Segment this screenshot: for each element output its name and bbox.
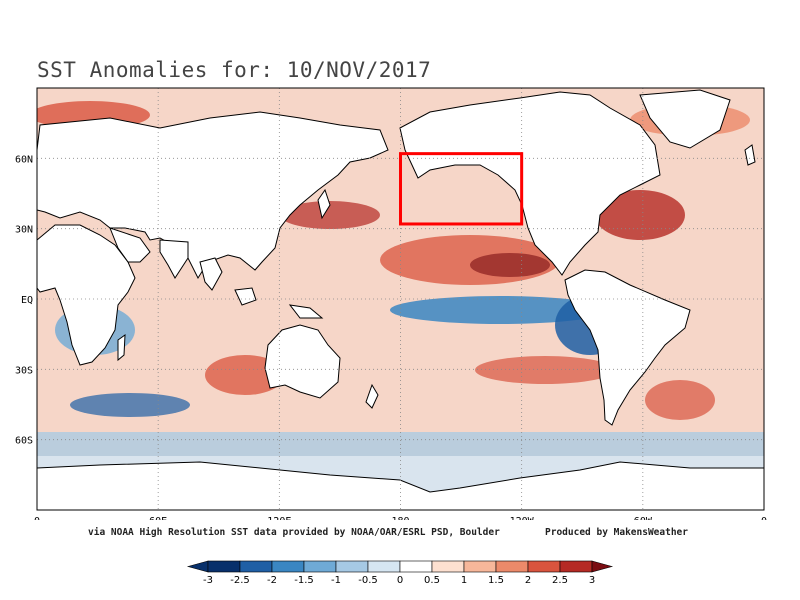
nw-atlantic-warm-patch bbox=[595, 190, 685, 240]
borneo bbox=[234, 287, 257, 306]
colorbar-swatch bbox=[559, 560, 593, 573]
colorbar-swatch bbox=[239, 560, 273, 573]
map-frame bbox=[36, 87, 765, 511]
south-america bbox=[564, 269, 691, 426]
colorbar-tick-label: -0.5 bbox=[358, 575, 378, 586]
arabia bbox=[109, 227, 151, 263]
new-zealand bbox=[365, 383, 379, 409]
colorbar-swatch bbox=[207, 560, 241, 573]
colorbar-swatch bbox=[271, 560, 305, 573]
lon-label: 0 bbox=[34, 516, 40, 520]
lon-label: 120E bbox=[267, 516, 291, 520]
producer-credit: Produced by MakensWeather bbox=[545, 527, 688, 538]
new-guinea bbox=[288, 304, 324, 319]
colorbar-tick-label: -2 bbox=[267, 575, 277, 586]
colorbar-max-arrow bbox=[591, 560, 614, 573]
kuroshio-warm-patch bbox=[280, 201, 380, 229]
colorbar-min-arrow bbox=[186, 560, 209, 573]
colorbar-tick-label: -2.5 bbox=[230, 575, 250, 586]
colorbar-swatch bbox=[527, 560, 561, 573]
north-america bbox=[399, 91, 661, 276]
colorbar-tick-label: 1.5 bbox=[488, 575, 504, 586]
highlight-box bbox=[399, 152, 524, 226]
lat-label: 30N bbox=[15, 225, 33, 236]
southeast-asia bbox=[199, 257, 223, 291]
colorbar-swatch bbox=[463, 560, 497, 573]
lon-label: 120W bbox=[510, 516, 535, 520]
lon-label: 60W bbox=[634, 516, 653, 520]
lat-label: EQ bbox=[21, 295, 33, 306]
colorbar-tick-label: 2.5 bbox=[552, 575, 568, 586]
lat-label: 60S bbox=[15, 436, 33, 447]
uk bbox=[744, 144, 756, 166]
land-masses bbox=[37, 89, 764, 510]
greenland bbox=[639, 89, 731, 149]
colorbar-tick-label: 1 bbox=[461, 575, 467, 586]
colorbar-swatch bbox=[303, 560, 337, 573]
sst-anomaly-map: 60N 30N EQ 30S 60S 0 60E 120E 180 120W 60W 0 bbox=[15, 87, 767, 520]
longitude-labels: 0 60E 120E 180 120W 60W 0 bbox=[34, 516, 767, 520]
s-indian-cold-patch bbox=[70, 393, 190, 417]
eurasia bbox=[37, 111, 389, 280]
colorbar-tick-label: 3 bbox=[589, 575, 595, 586]
colorbar-tick-label: -1.5 bbox=[294, 575, 314, 586]
colorbar-swatch bbox=[335, 560, 369, 573]
la-nina-cold-tongue bbox=[390, 296, 610, 324]
data-source-credit: via NOAA High Resolution SST data provid… bbox=[88, 527, 500, 538]
se-pacific-warm-patch bbox=[475, 356, 615, 384]
colorbar-swatches bbox=[186, 560, 614, 573]
map-title: SST Anomalies for: 10/NOV/2017 bbox=[37, 58, 432, 82]
ne-pacific-hot-core bbox=[470, 253, 550, 277]
colorbar-swatch bbox=[431, 560, 465, 573]
colorbar-tick-labels: -3 -2.5 -2 -1.5 -1 -0.5 0 0.5 1 1.5 2 2.5 3 bbox=[203, 575, 595, 586]
japan bbox=[317, 188, 331, 220]
colorbar-tick-label: 0 bbox=[397, 575, 403, 586]
colorbar-tick-label: -3 bbox=[203, 575, 213, 586]
australia bbox=[264, 324, 341, 399]
lat-label: 60N bbox=[15, 154, 33, 165]
india bbox=[159, 239, 189, 279]
colorbar-tick-label: 2 bbox=[525, 575, 531, 586]
lon-label: 0 bbox=[761, 516, 767, 520]
lon-label: 60E bbox=[149, 516, 167, 520]
colorbar-swatch bbox=[495, 560, 529, 573]
lon-label: 180 bbox=[391, 516, 409, 520]
s-atlantic-warm-patch bbox=[645, 380, 715, 420]
africa bbox=[37, 224, 136, 366]
colorbar-swatch bbox=[399, 560, 433, 573]
latitude-labels: 60N 30N EQ 30S 60S bbox=[15, 154, 33, 446]
madagascar bbox=[117, 333, 126, 362]
colorbar-tick-label: 0.5 bbox=[424, 575, 440, 586]
colorbar-tick-label: -1 bbox=[331, 575, 341, 586]
antarctica bbox=[37, 461, 764, 510]
colorbar-swatch bbox=[367, 560, 401, 573]
lat-label: 30S bbox=[15, 365, 33, 376]
